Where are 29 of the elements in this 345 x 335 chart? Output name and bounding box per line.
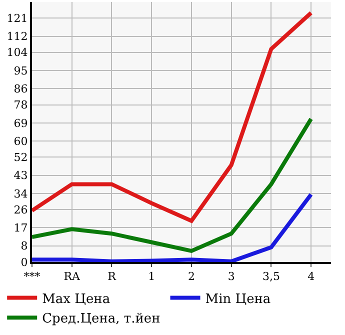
x-tick-label: 2	[188, 270, 195, 284]
x-tick-label: 3	[228, 270, 235, 284]
line-series	[32, 10, 314, 223]
y-tick-label: 34	[14, 187, 28, 200]
y-tick-label: 95	[14, 64, 28, 78]
line-series	[32, 192, 314, 262]
y-tick-label: 43	[14, 169, 28, 182]
x-tick-label: R	[108, 270, 117, 284]
legend-label: Сред.Цена, т.йен	[42, 312, 160, 327]
y-tick-label: 78	[14, 98, 28, 112]
y-tick-label: 52	[14, 151, 28, 164]
x-tick-label: ***	[24, 270, 41, 284]
y-tick-label: 121	[6, 12, 28, 25]
y-tick-label: 0	[20, 256, 28, 269]
y-tick-label: 104	[6, 46, 28, 60]
x-tick-label: RA	[64, 270, 82, 284]
y-tick-label: 17	[14, 222, 28, 235]
y-tick-label: 112	[6, 30, 28, 44]
y-tick-label: 60	[14, 134, 28, 148]
legend-label: Min Цена	[205, 292, 271, 307]
x-tick-label: 3,5	[262, 270, 280, 284]
y-tick-label: 69	[14, 116, 28, 130]
line-series	[32, 116, 314, 253]
y-tick-label: 26	[14, 203, 28, 216]
x-tick-label: 4	[308, 270, 315, 284]
x-tick-label: 1	[148, 270, 156, 284]
y-tick-label: 8	[20, 240, 28, 253]
legend-label: Max Цена	[42, 292, 110, 307]
y-tick-label: 86	[14, 82, 28, 96]
